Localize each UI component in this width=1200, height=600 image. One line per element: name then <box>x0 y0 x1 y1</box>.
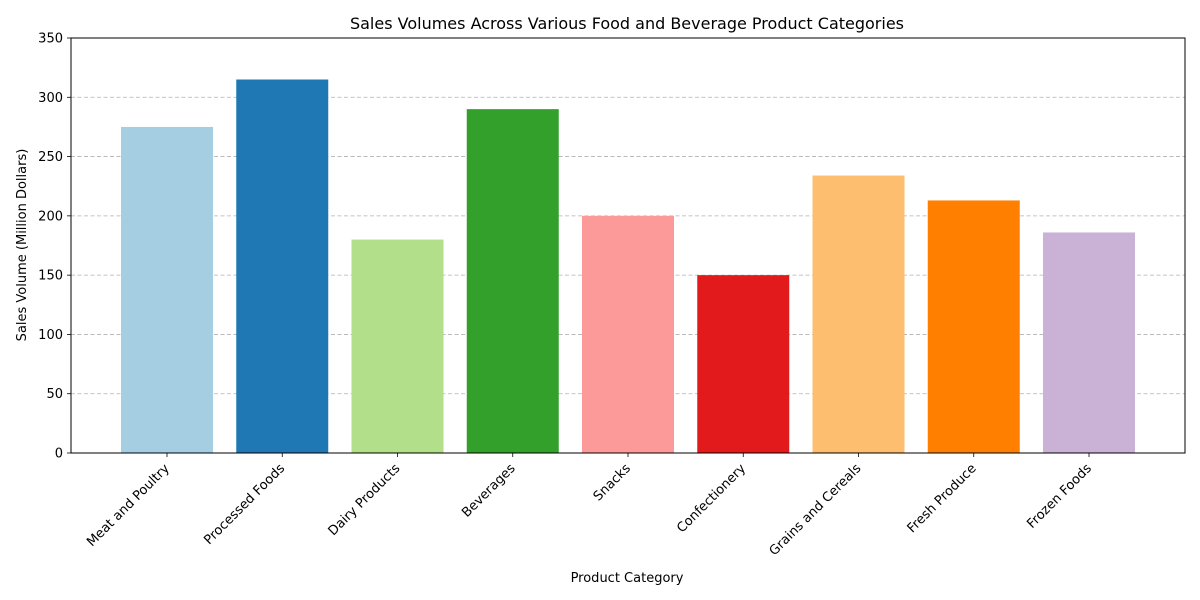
y-axis: 0 50 100 150 200 250 300 350 <box>38 32 71 462</box>
y-tick-label: 200 <box>38 209 63 224</box>
bar <box>121 126 213 453</box>
chart-title: Sales Volumes Across Various Food and Be… <box>350 14 904 33</box>
x-tick-label: Frozen Foods <box>1024 461 1095 532</box>
x-axis-label: Product Category <box>571 571 684 586</box>
y-tick-label: 300 <box>38 91 63 106</box>
bars <box>121 79 1135 454</box>
x-tick-label: Snacks <box>591 461 634 504</box>
y-tick-label: 350 <box>38 32 63 47</box>
y-tick-label: 50 <box>46 387 63 402</box>
x-tick-label: Dairy Products <box>326 461 404 539</box>
y-tick-label: 150 <box>38 269 63 284</box>
bar <box>236 79 329 453</box>
bar <box>582 215 674 453</box>
y-tick-label: 100 <box>38 328 63 343</box>
y-axis-label: Sales Volume (Million Dollars) <box>15 149 30 342</box>
bar <box>927 200 1020 453</box>
x-tick-label: Grains and Cereals <box>767 461 865 559</box>
y-tick-label: 250 <box>38 150 63 165</box>
bar <box>812 175 905 454</box>
x-tick-label: Fresh Produce <box>905 461 980 536</box>
bar <box>351 239 444 453</box>
y-tick-label: 0 <box>55 447 63 462</box>
bar <box>1043 232 1135 453</box>
x-tick-label: Processed Foods <box>201 461 288 548</box>
bar <box>697 275 790 453</box>
x-axis: Meat and Poultry Processed Foods Dairy Pro… <box>84 453 1095 559</box>
x-tick-label: Beverages <box>459 461 519 521</box>
x-tick-label: Meat and Poultry <box>84 461 173 550</box>
x-tick-label: Confectionery <box>674 461 749 536</box>
bar <box>466 109 559 454</box>
